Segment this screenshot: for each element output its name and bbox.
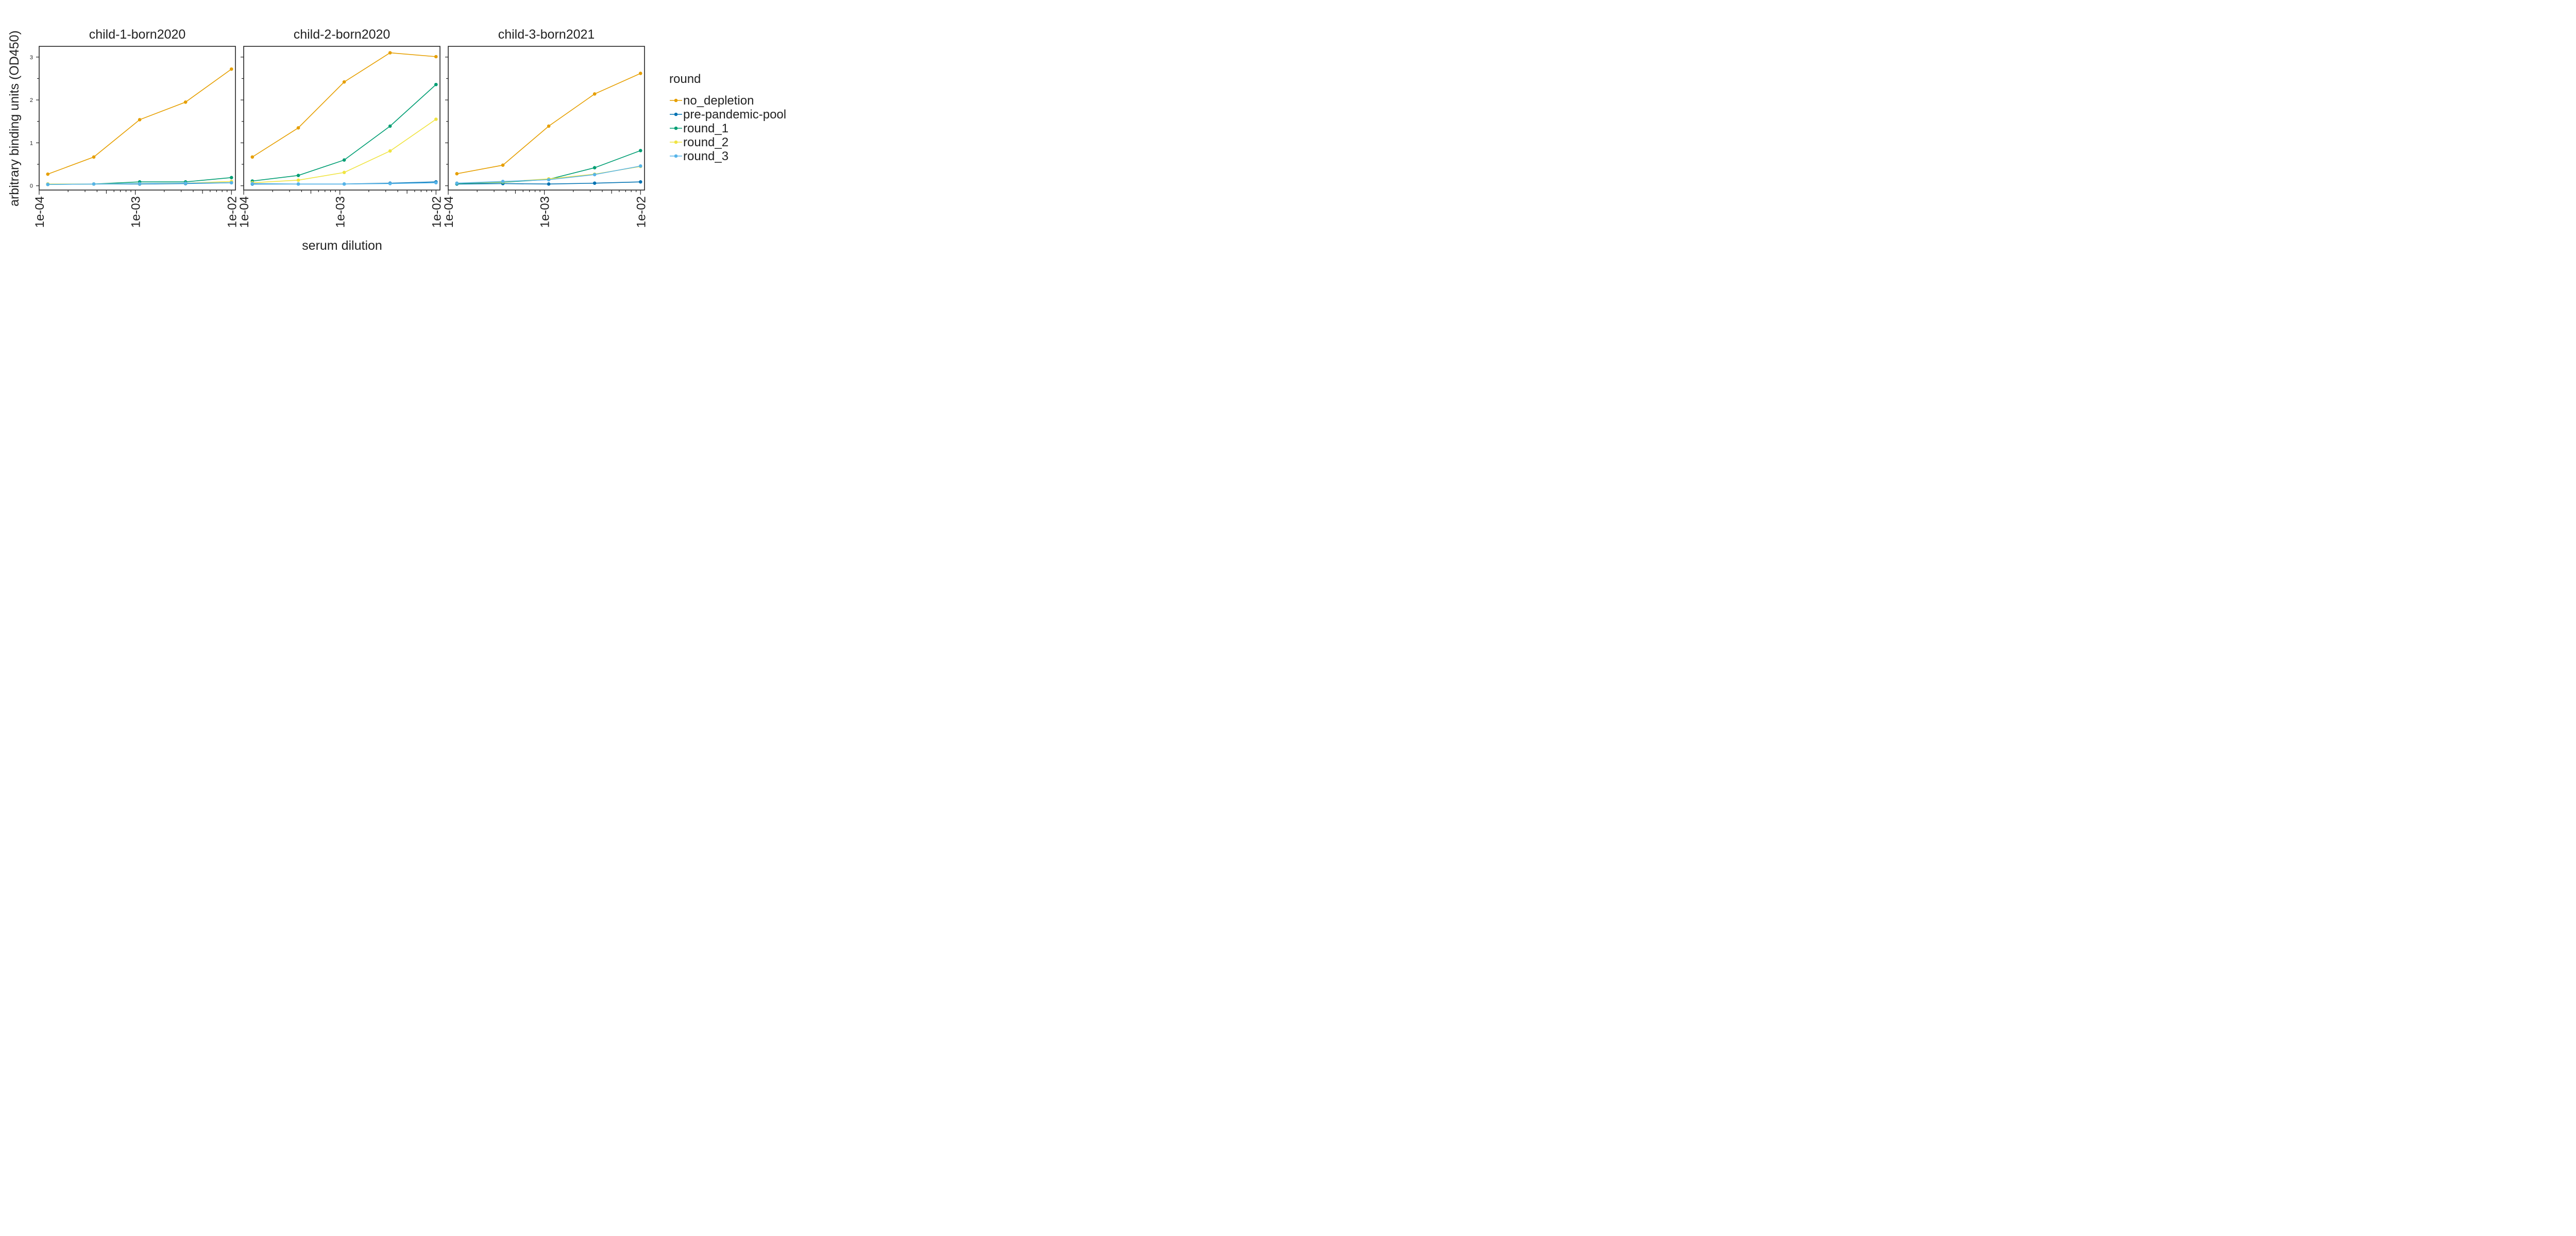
x-tick-label: 1e-02: [430, 196, 444, 228]
data-point: [138, 182, 142, 185]
legend-entry: round_1: [670, 122, 728, 135]
x-tick-label: 1e-04: [33, 196, 47, 228]
y-tick-label: 2: [30, 97, 33, 104]
data-point: [342, 80, 346, 84]
data-point: [296, 126, 300, 130]
panel-1: child-1-born2020 0 1 2 3 1e-04 1e-03 1e-02: [30, 27, 239, 228]
data-point: [296, 178, 300, 182]
data-point: [638, 180, 642, 184]
data-point: [501, 163, 505, 167]
x-tick-label: 1e-03: [538, 196, 552, 228]
data-point: [501, 180, 505, 183]
y-tick-label: 1: [30, 140, 33, 146]
legend-entry: pre-pandemic-pool: [670, 108, 786, 122]
data-point: [342, 158, 346, 162]
panel-frame: [448, 46, 645, 191]
legend-swatch-point: [674, 140, 678, 144]
x-tick-label: 1e-04: [238, 196, 251, 228]
data-point: [547, 124, 551, 128]
x-tick-label: 1e-02: [634, 196, 648, 228]
data-point: [434, 82, 438, 87]
panel-frame: [243, 46, 440, 191]
legend-entry: no_depletion: [670, 94, 754, 108]
legend-swatch-point: [674, 112, 678, 116]
data-point: [92, 182, 96, 186]
series-no_depletion: [455, 72, 642, 176]
data-point: [547, 178, 551, 182]
data-point: [296, 174, 300, 177]
panel-title: child-3-born2021: [498, 27, 595, 42]
data-point: [342, 170, 346, 175]
x-axis-title: serum dilution: [302, 238, 382, 253]
data-point: [388, 182, 392, 185]
series-line: [252, 52, 436, 158]
x-tick-label: 1e-03: [129, 196, 143, 228]
legend-label: no_depletion: [683, 94, 754, 108]
data-point: [388, 51, 392, 55]
legend-swatch-point: [674, 98, 678, 102]
panel-title: child-1-born2020: [89, 27, 186, 42]
legend-label: round_1: [683, 122, 728, 135]
data-point: [183, 100, 188, 104]
legend-title: round: [669, 72, 701, 86]
data-point: [638, 164, 642, 168]
data-point: [92, 155, 96, 159]
legend-swatch-point: [674, 154, 678, 158]
data-point: [592, 92, 597, 96]
series-round_3: [455, 164, 642, 185]
data-point: [455, 181, 459, 185]
data-point: [388, 124, 392, 128]
series-line: [456, 73, 641, 175]
data-point: [434, 117, 438, 121]
legend-entry: round_3: [670, 149, 728, 163]
data-point: [547, 182, 551, 186]
data-point: [638, 72, 642, 75]
legend: roundno_depletionpre-pandemic-poolround_…: [669, 72, 786, 163]
data-point: [592, 173, 597, 177]
data-point: [229, 181, 233, 185]
data-point: [388, 149, 392, 153]
x-tick-label: 1e-02: [225, 196, 239, 228]
series-no_depletion: [250, 51, 438, 159]
series-line: [252, 84, 436, 182]
data-point: [434, 181, 438, 185]
faceted-line-chart: arbitrary binding units (OD450) serum di…: [7, 27, 786, 253]
data-point: [296, 182, 300, 186]
data-point: [638, 149, 642, 152]
series-round_3: [46, 181, 233, 186]
series-no_depletion: [46, 67, 233, 176]
series-round_1: [250, 82, 438, 183]
y-tick-label: 3: [30, 55, 33, 61]
data-point: [592, 166, 597, 169]
x-tick-label: 1e-04: [442, 196, 456, 228]
data-point: [46, 182, 50, 186]
data-point: [592, 181, 597, 185]
y-tick-label: 0: [30, 183, 33, 190]
series-line: [47, 68, 232, 175]
x-tick-label: 1e-03: [334, 196, 348, 228]
panel-3: child-3-born2021 1e-04 1e-03 1e-02: [442, 27, 648, 228]
data-point: [138, 118, 142, 122]
data-point: [250, 155, 255, 159]
y-axis-title: arbitrary binding units (OD450): [7, 30, 22, 207]
panel-title: child-2-born2020: [294, 27, 391, 42]
data-point: [46, 172, 50, 176]
legend-label: round_3: [683, 149, 728, 163]
series-round_3: [250, 181, 438, 186]
data-point: [229, 176, 233, 180]
data-point: [434, 55, 438, 59]
data-point: [183, 181, 188, 185]
panel-2: child-2-born2020 1e-04 1e-03 1e-02: [238, 27, 444, 228]
legend-swatch-point: [674, 126, 678, 130]
legend-entry: round_2: [670, 135, 728, 149]
data-point: [455, 172, 459, 176]
legend-label: pre-pandemic-pool: [683, 108, 786, 122]
data-point: [342, 182, 346, 186]
panel-frame: [39, 46, 236, 191]
series-round_2: [250, 117, 438, 185]
legend-label: round_2: [683, 135, 728, 149]
data-point: [229, 67, 233, 71]
data-point: [250, 182, 255, 185]
